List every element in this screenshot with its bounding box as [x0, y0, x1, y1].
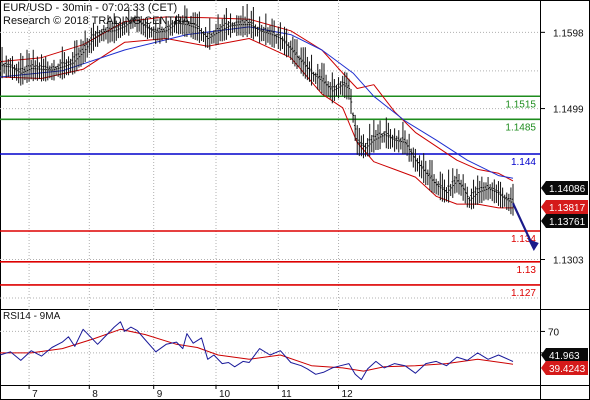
- price-marker: [541, 200, 588, 214]
- x-tick-label: 11: [281, 389, 292, 400]
- level-label: 1.13: [517, 265, 537, 276]
- level-label: 1.134: [511, 234, 536, 245]
- rsi-marker-label: 39.4243: [549, 364, 586, 375]
- price-marker-label: 1.14086: [549, 184, 586, 195]
- y-tick-label: 1.1598: [553, 28, 584, 39]
- chart-subtitle: Research © 2018 TRADING CENTRAL: [3, 15, 196, 27]
- rsi-marker-label: 41.963: [549, 351, 580, 362]
- level-label: 1.127: [511, 288, 536, 299]
- level-label: 1.1515: [505, 99, 536, 110]
- price-marker-label: 1.13761: [549, 217, 586, 228]
- x-tick-label: 7: [32, 389, 38, 400]
- x-tick-label: 12: [342, 389, 354, 400]
- x-tick-label: 10: [219, 389, 231, 400]
- x-tick-label: 8: [92, 389, 98, 400]
- rsi-line: [0, 321, 514, 381]
- x-tick-label: 9: [157, 389, 163, 400]
- price-marker: [541, 214, 588, 228]
- level-label: 1.1485: [505, 122, 536, 133]
- rsi-marker: [541, 361, 588, 375]
- bollinger-lower-line: [0, 38, 513, 209]
- rsi-panel-title: RSI14 - 9MA: [3, 311, 61, 322]
- moving-average-line: [0, 26, 514, 179]
- forecast-arrowhead: [527, 238, 539, 251]
- price-marker-label: 1.13817: [549, 203, 586, 214]
- y-tick-label: 1.1303: [553, 255, 584, 266]
- chart-title: EUR/USD - 30min - 07:02:33 (CET): [3, 2, 178, 14]
- price-marker: [541, 181, 588, 195]
- rsi-y-tick-label: 70: [548, 327, 560, 338]
- level-label: 1.144: [511, 157, 536, 168]
- y-tick-label: 1.1499: [553, 105, 584, 116]
- rsi-signal-line: [0, 328, 514, 372]
- rsi-marker: [541, 348, 588, 362]
